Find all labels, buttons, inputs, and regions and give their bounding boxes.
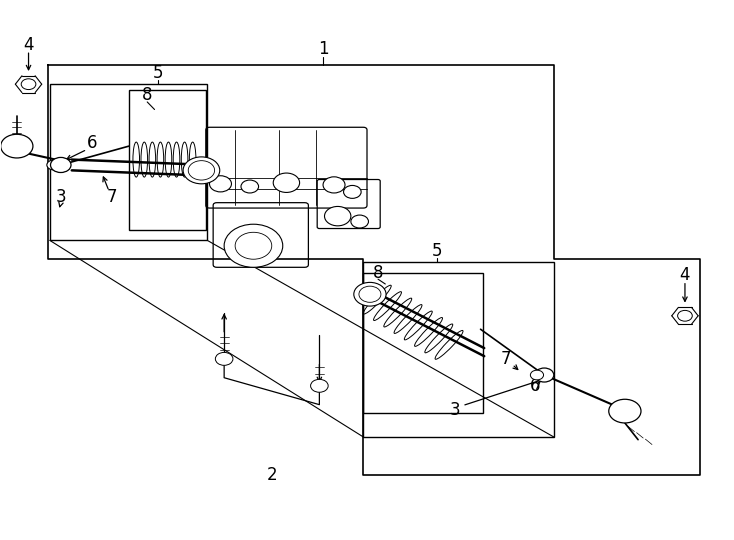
Text: 7: 7: [501, 350, 512, 368]
Circle shape: [56, 161, 66, 168]
Text: 1: 1: [318, 40, 328, 58]
Circle shape: [273, 173, 299, 192]
Circle shape: [51, 158, 71, 172]
Text: 6: 6: [530, 377, 541, 395]
Text: 5: 5: [432, 242, 442, 260]
Bar: [129, 90, 206, 230]
Circle shape: [188, 161, 214, 180]
Text: 5: 5: [153, 64, 164, 83]
Circle shape: [224, 224, 283, 267]
Circle shape: [324, 206, 351, 226]
Circle shape: [677, 310, 692, 321]
Text: 4: 4: [23, 36, 34, 54]
Bar: [363, 262, 554, 437]
Text: 7: 7: [107, 188, 117, 206]
Circle shape: [183, 157, 219, 184]
Text: 6: 6: [87, 134, 98, 152]
Bar: [363, 273, 484, 413]
Circle shape: [21, 79, 36, 90]
Circle shape: [47, 160, 60, 170]
Circle shape: [323, 177, 345, 193]
Circle shape: [351, 215, 368, 228]
Circle shape: [359, 286, 381, 302]
Circle shape: [51, 158, 70, 172]
Circle shape: [344, 185, 361, 198]
Text: 3: 3: [56, 188, 66, 206]
Circle shape: [535, 368, 554, 382]
Circle shape: [235, 232, 272, 259]
Circle shape: [310, 379, 328, 392]
Circle shape: [1, 134, 33, 158]
Text: 8: 8: [142, 86, 153, 104]
Circle shape: [354, 282, 386, 306]
Circle shape: [209, 176, 231, 192]
Circle shape: [215, 353, 233, 366]
Text: 2: 2: [266, 465, 277, 484]
Text: 4: 4: [680, 266, 690, 285]
Text: 8: 8: [373, 264, 383, 282]
Circle shape: [608, 399, 641, 423]
Text: 3: 3: [450, 401, 460, 419]
Circle shape: [531, 370, 544, 380]
Circle shape: [241, 180, 258, 193]
Bar: [50, 84, 207, 240]
